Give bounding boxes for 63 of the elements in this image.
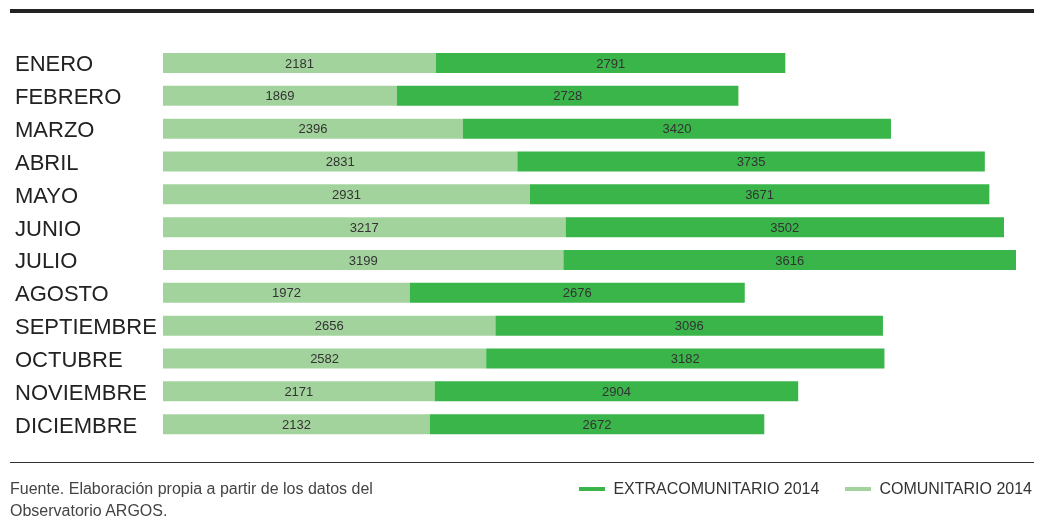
bar: [163, 414, 430, 435]
y-tick-label: MARZO: [15, 117, 95, 143]
bar: [163, 151, 518, 172]
data-label: 2831: [325, 154, 355, 170]
bar: [163, 217, 566, 238]
y-tick-label: SEPTIEMBRE: [15, 314, 157, 340]
bar: [163, 250, 564, 270]
bar: [495, 315, 883, 336]
bar: [486, 348, 885, 369]
y-tick-label: OCTUBRE: [15, 346, 123, 372]
y-tick-label: JULIO: [15, 248, 78, 274]
legend-label: EXTRACOMUNITARIO 2014: [613, 480, 820, 498]
data-label: 3502: [770, 219, 800, 235]
bar: [409, 282, 745, 303]
bar: [163, 315, 496, 336]
data-label: 1869: [265, 88, 295, 104]
bar: [163, 53, 436, 73]
data-label: 2931: [331, 186, 361, 202]
data-label: 2791: [596, 55, 626, 71]
bar: [429, 414, 765, 435]
y-tick-label: ABRIL: [15, 149, 79, 175]
bar: [163, 118, 463, 139]
source-note: Fuente. Elaboración propia a partir de los datos del Observatorio ARGOS.: [10, 479, 374, 521]
y-tick-label: NOVIEMBRE: [15, 379, 148, 405]
y-tick-label: DICIEMBRE: [15, 412, 138, 438]
data-label: 2181: [285, 55, 314, 71]
data-label: 3182: [670, 351, 700, 367]
bar: [462, 118, 891, 139]
data-label: 2904: [602, 383, 631, 399]
legend-label: COMUNITARIO 2014: [879, 480, 1032, 498]
y-tick-label: JUNIO: [15, 215, 81, 241]
data-label: 2132: [281, 416, 311, 432]
data-label: 3096: [674, 318, 704, 334]
bar: [563, 250, 1016, 270]
data-label: 3671: [745, 186, 775, 202]
data-label: 2171: [284, 383, 314, 399]
y-tick-label: ENERO: [15, 51, 94, 77]
bar: [163, 282, 410, 303]
bar: [396, 85, 739, 106]
data-label: 2396: [298, 121, 328, 137]
bar: [435, 53, 786, 73]
bar: [163, 348, 487, 369]
bar: [163, 184, 530, 205]
data-label: 3199: [348, 252, 378, 268]
data-label: 3735: [736, 154, 766, 170]
bar: [565, 217, 1004, 238]
bar: [517, 151, 985, 172]
y-tick-label: AGOSTO: [15, 281, 109, 307]
y-tick-label: FEBRERO: [15, 84, 122, 110]
bar: [163, 381, 435, 402]
data-label: 3217: [349, 219, 379, 235]
data-label: 3420: [662, 121, 692, 137]
data-label: 2582: [310, 351, 340, 367]
data-label: 2656: [314, 318, 344, 334]
y-tick-label: MAYO: [15, 182, 79, 208]
data-label: 2672: [582, 416, 612, 432]
data-label: 2676: [562, 285, 592, 301]
data-label: 3616: [775, 252, 805, 268]
data-label: 2728: [553, 88, 583, 104]
bar: [434, 381, 799, 402]
data-label: 1972: [271, 285, 301, 301]
bar: [529, 184, 990, 205]
bar: [163, 85, 397, 106]
